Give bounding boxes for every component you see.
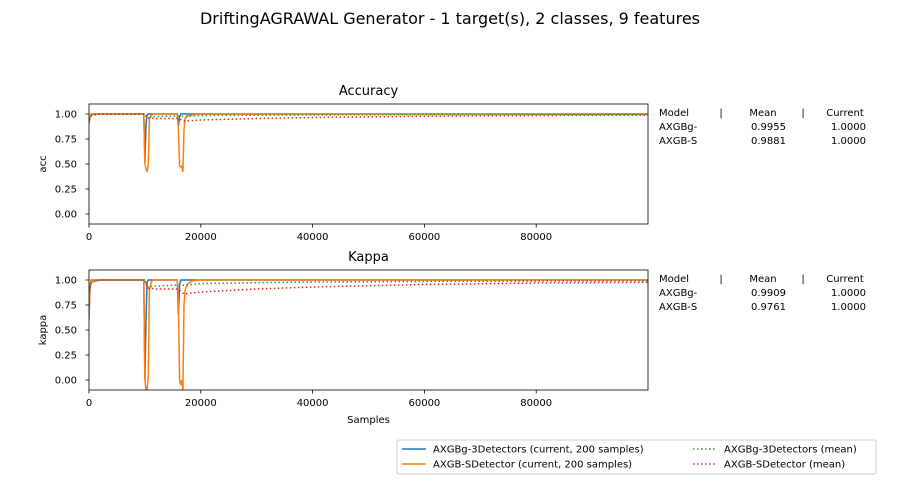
x-tick-label: 20000 [185, 232, 217, 243]
stats-header-cell: Mean [749, 274, 776, 285]
stats-current-cell: 1.0000 [831, 302, 866, 313]
y-axis-label: kappa [38, 315, 49, 346]
y-tick-label: 0.25 [55, 351, 77, 362]
series-line-axgbg-current [89, 279, 648, 381]
series-line-axgbs-mean [89, 279, 648, 295]
chart-title: Kappa [348, 250, 389, 265]
stats-mean-cell: 0.9761 [751, 302, 786, 313]
y-tick-label: 0.75 [55, 135, 77, 146]
legend-label: AXGB-SDetector (mean) [724, 460, 845, 471]
series-line-axgbg-mean [89, 279, 648, 291]
stats-header-cell: Current [826, 274, 864, 285]
series-line-axgbs-current [89, 113, 648, 173]
x-tick-label: 0 [86, 232, 92, 243]
stats-header-cell: | [801, 108, 804, 119]
stats-model-cell: AXGB-S [659, 302, 697, 313]
stats-model-cell: AXGBg- [659, 288, 698, 299]
legend-label: AXGBg-3Detectors (mean) [724, 445, 857, 456]
stats-header-cell: Current [826, 108, 864, 119]
stats-table: Model | Mean | Current AXGBg- 0.9909 1.0000 AXGB… [659, 274, 866, 313]
x-tick-label: 60000 [408, 398, 440, 409]
chart-panel-1: Accuracy 0 20000 40000 60000 80000 0.00 0.25 0.5… [38, 84, 866, 243]
series-line-axgbg-mean [89, 113, 648, 120]
stats-header-cell: | [719, 108, 722, 119]
y-tick-label: 0.25 [55, 185, 77, 196]
y-tick-label: 1.00 [55, 276, 77, 287]
chart-title: Accuracy [339, 84, 399, 99]
y-tick-label: 0.50 [55, 160, 77, 171]
x-tick-label: 20000 [185, 398, 217, 409]
x-axis-label: Samples [347, 415, 390, 426]
legend-box [396, 439, 877, 475]
y-tick-label: 0.75 [55, 301, 77, 312]
y-axis-label: acc [38, 155, 49, 172]
stats-header-cell: Model [659, 108, 689, 119]
x-tick-label: 0 [86, 398, 92, 409]
plot-frame [88, 103, 649, 225]
series-line-axgbs-current [89, 279, 648, 390]
series-line-axgbg-current [89, 113, 648, 163]
plot-frame [88, 269, 649, 391]
legend-label: AXGB-SDetector (current, 200 samples) [433, 460, 632, 471]
chart-panel-2: Kappa 0 20000 40000 60000 80000 0.00 0.25 0.50 0.… [38, 250, 866, 426]
x-tick-label: 80000 [520, 232, 552, 243]
x-tick-label: 40000 [297, 232, 329, 243]
legend-label: AXGBg-3Detectors (current, 200 samples) [433, 445, 644, 456]
stats-current-cell: 1.0000 [831, 122, 866, 133]
legend: AXGBg-3Detectors (current, 200 samples) A… [396, 439, 877, 475]
figure-title: DriftingAGRAWAL Generator - 1 target(s),… [200, 9, 700, 28]
y-tick-label: 0.00 [55, 210, 77, 221]
stats-model-cell: AXGB-S [659, 136, 697, 147]
y-tick-label: 0.50 [55, 326, 77, 337]
stats-mean-cell: 0.9909 [751, 288, 786, 299]
stats-header-cell: | [801, 274, 804, 285]
stats-mean-cell: 0.9955 [751, 122, 786, 133]
x-tick-label: 40000 [297, 398, 329, 409]
y-tick-label: 0.00 [55, 376, 77, 387]
x-tick-label: 80000 [520, 398, 552, 409]
stats-current-cell: 1.0000 [831, 136, 866, 147]
stats-table: Model | Mean | Current AXGBg- 0.9955 1.0000 AXGB… [659, 108, 866, 147]
stats-current-cell: 1.0000 [831, 288, 866, 299]
stats-model-cell: AXGBg- [659, 122, 698, 133]
series-line-axgbs-mean [89, 113, 648, 122]
y-tick-label: 1.00 [55, 110, 77, 121]
stats-header-cell: Mean [749, 108, 776, 119]
stats-mean-cell: 0.9881 [751, 136, 786, 147]
x-tick-label: 60000 [408, 232, 440, 243]
stats-header-cell: Model [659, 274, 689, 285]
charts-group: Accuracy 0 20000 40000 60000 80000 0.00 0.25 0.5… [38, 84, 866, 426]
stats-header-cell: | [719, 274, 722, 285]
